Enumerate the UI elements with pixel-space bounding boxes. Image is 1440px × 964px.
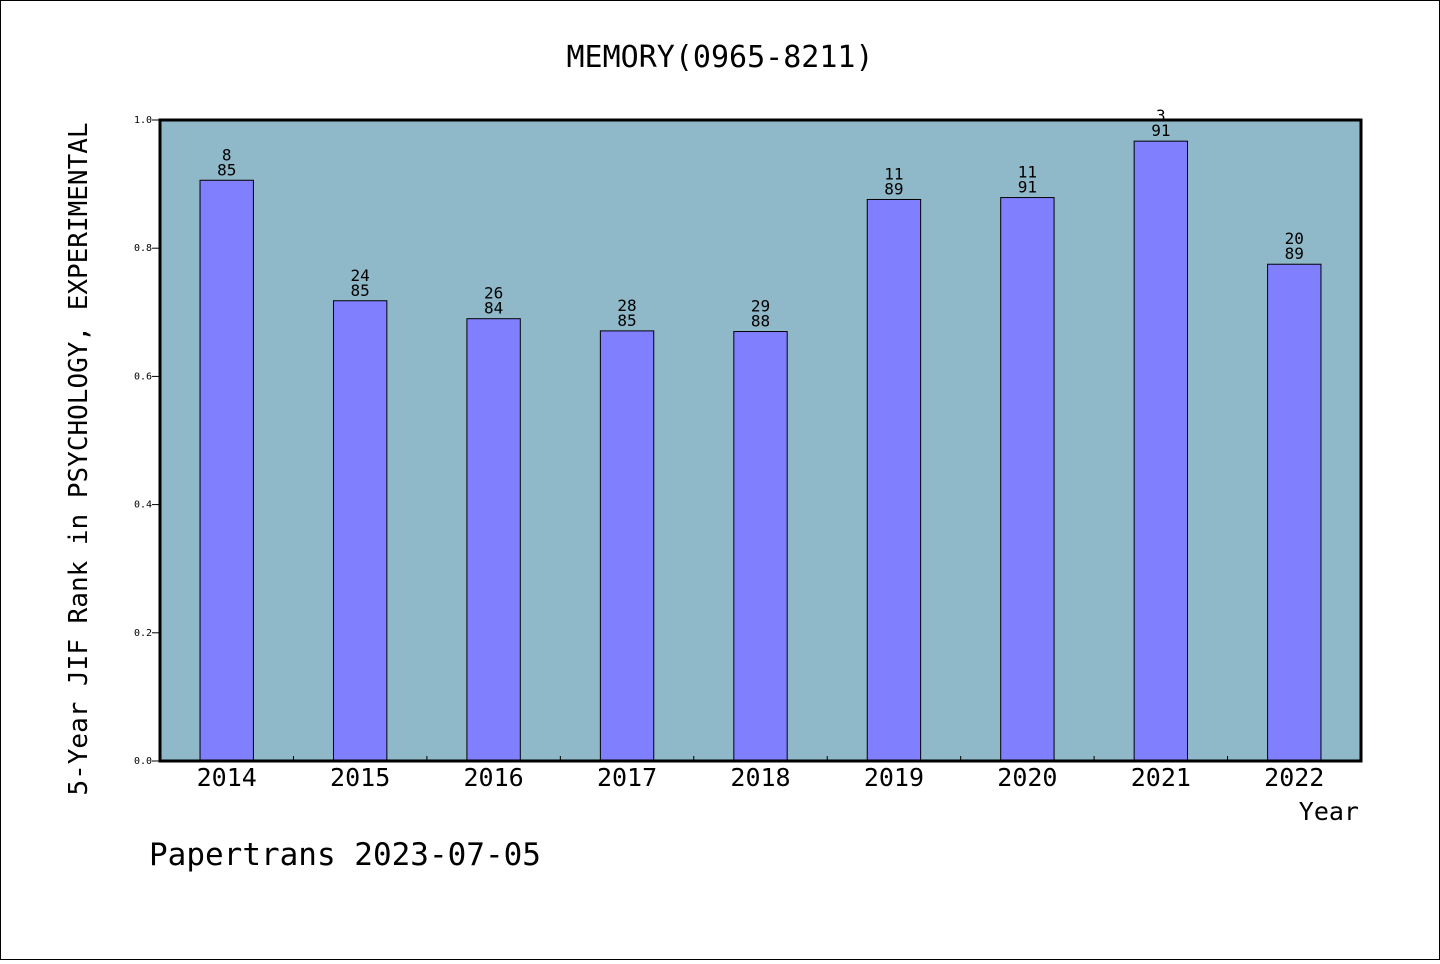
bar-rank-label: 3 xyxy=(1156,106,1166,125)
bar-total-label: 85 xyxy=(617,311,636,330)
bar-rank-label: 11 xyxy=(1018,163,1037,182)
y-tick-label: 0.8 xyxy=(134,243,152,254)
bar-rank-label: 29 xyxy=(751,297,770,316)
bar-total-label: 91 xyxy=(1151,121,1170,140)
bar-total-label: 85 xyxy=(217,160,236,179)
bar-rank-label: 20 xyxy=(1285,229,1304,248)
y-tick-label: 0.0 xyxy=(134,756,152,767)
x-axis-label: Year xyxy=(1299,797,1359,826)
bar xyxy=(733,331,788,762)
x-tick-label: 2019 xyxy=(864,763,924,792)
x-tick-label: 2017 xyxy=(597,763,657,792)
y-tick-label: 1.0 xyxy=(134,115,152,126)
bar xyxy=(199,179,254,762)
y-axis-label: 5-Year JIF Rank in PSYCHOLOGY, EXPERIMEN… xyxy=(64,122,94,795)
bar-total-label: 91 xyxy=(1018,178,1037,197)
bar-total-label: 89 xyxy=(884,179,903,198)
bar xyxy=(1133,140,1189,762)
bar xyxy=(866,198,922,762)
bar xyxy=(1267,263,1322,762)
x-tick-label: 2021 xyxy=(1131,763,1191,792)
footer-credit: Papertrans 2023-07-05 xyxy=(149,837,541,873)
bar xyxy=(332,300,388,762)
bar-total-label: 88 xyxy=(751,312,770,331)
y-tick-label: 0.2 xyxy=(134,628,152,639)
bar-total-label: 89 xyxy=(1285,244,1304,263)
x-tick-label: 2020 xyxy=(997,763,1057,792)
bar xyxy=(466,318,521,762)
bar-total-label: 84 xyxy=(484,299,503,318)
bar-rank-label: 26 xyxy=(484,284,503,303)
bar xyxy=(599,330,655,762)
x-tick-label: 2016 xyxy=(464,763,524,792)
x-tick-label: 2014 xyxy=(197,763,257,792)
x-tick-label: 2015 xyxy=(330,763,390,792)
y-tick-label: 0.6 xyxy=(134,371,152,382)
bar xyxy=(1000,197,1055,762)
bar-rank-label: 11 xyxy=(884,164,903,183)
plot-border xyxy=(158,118,1363,763)
x-tick-label: 2018 xyxy=(730,763,790,792)
x-tick-label: 2022 xyxy=(1264,763,1324,792)
bar-rank-label: 28 xyxy=(617,296,636,315)
bar-total-label: 85 xyxy=(351,281,370,300)
bar-rank-label: 24 xyxy=(351,266,370,285)
chart-title: MEMORY(0965-8211) xyxy=(566,40,873,75)
bar-rank-label: 8 xyxy=(222,145,232,164)
y-tick-label: 0.4 xyxy=(134,500,152,511)
